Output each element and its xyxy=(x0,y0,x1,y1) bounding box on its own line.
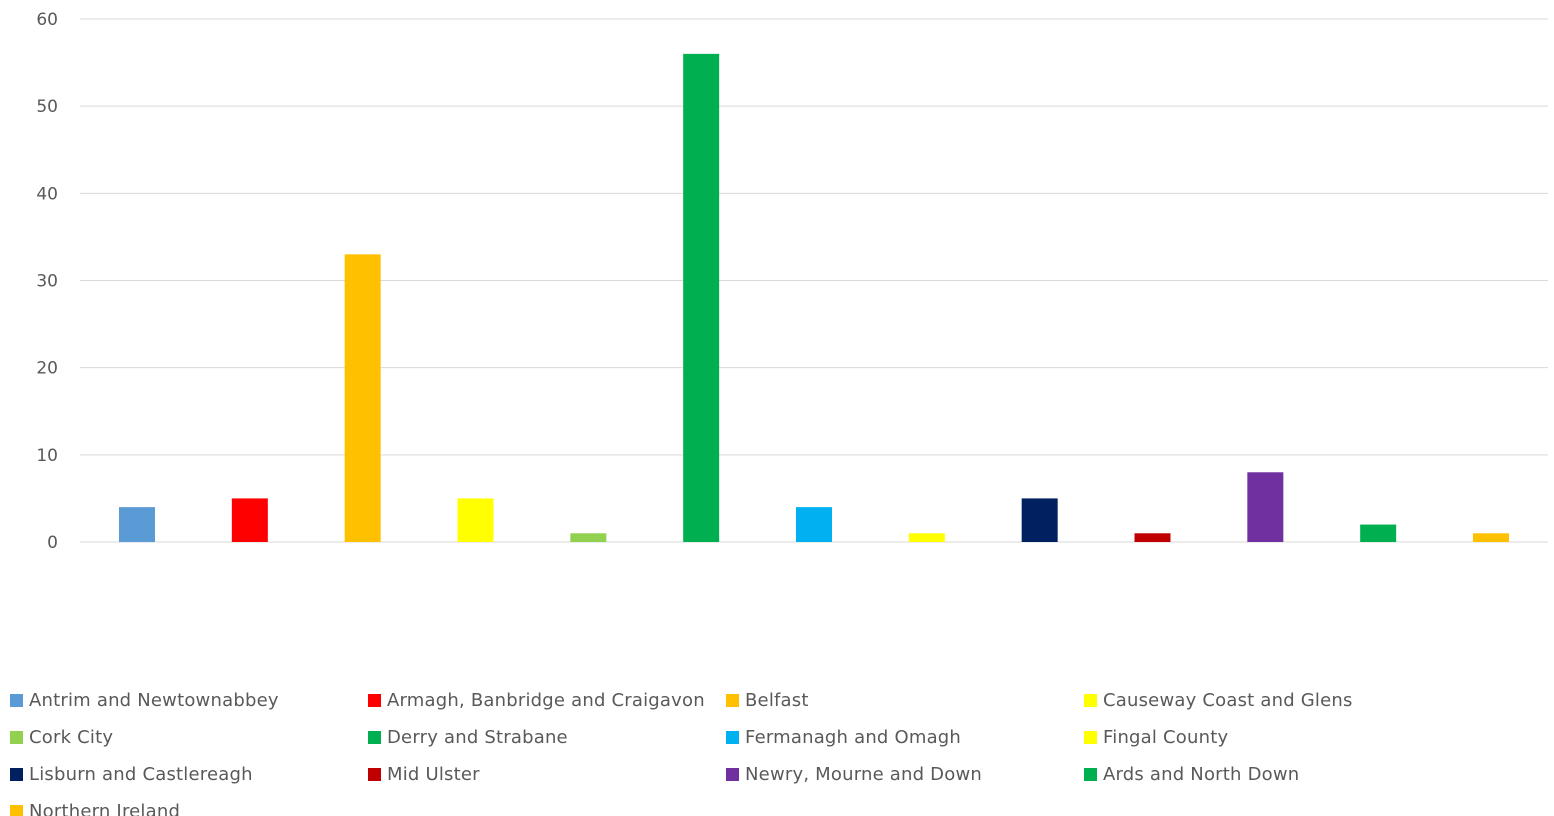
bar[interactable] xyxy=(1247,472,1284,542)
legend-label: Belfast xyxy=(745,690,809,711)
bar[interactable] xyxy=(1360,524,1397,542)
bars xyxy=(119,53,1509,542)
y-axis-ticks: 0 10 20 30 40 50 60 xyxy=(36,10,58,553)
legend-label: Armagh, Banbridge and Craigavon xyxy=(387,690,705,711)
y-tick-label: 50 xyxy=(36,97,58,117)
bar[interactable] xyxy=(457,498,494,542)
bar-chart: 0 10 20 30 40 50 60 xyxy=(36,10,1548,553)
legend-label: Ards and North Down xyxy=(1103,764,1300,785)
bar[interactable] xyxy=(231,498,268,542)
legend-label: Causeway Coast and Glens xyxy=(1103,690,1353,711)
y-tick-label: 60 xyxy=(36,10,58,30)
legend-label: Fingal County xyxy=(1103,727,1229,748)
legend-item[interactable]: Derry and Strabane xyxy=(368,719,726,756)
legend-swatch xyxy=(1084,768,1097,781)
legend-label: Cork City xyxy=(29,727,114,748)
bar[interactable] xyxy=(119,507,155,542)
gridlines xyxy=(80,18,1548,543)
legend: Antrim and Newtownabbey Armagh, Banbridge… xyxy=(10,682,1550,816)
legend-label: Newry, Mourne and Down xyxy=(745,764,982,785)
legend-item[interactable]: Causeway Coast and Glens xyxy=(1084,682,1484,719)
legend-item[interactable]: Cork City xyxy=(10,719,368,756)
legend-swatch xyxy=(1084,731,1097,744)
legend-label: Fermanagh and Omagh xyxy=(745,727,962,748)
legend-item[interactable]: Northern Ireland xyxy=(10,793,368,816)
bar[interactable] xyxy=(796,507,832,542)
legend-label: Lisburn and Castlereagh xyxy=(29,764,253,785)
legend-item[interactable]: Ards and North Down xyxy=(1084,756,1484,793)
legend-swatch xyxy=(726,731,739,744)
y-tick-label: 10 xyxy=(36,446,58,466)
bar[interactable] xyxy=(1021,498,1058,542)
legend-item[interactable]: Newry, Mourne and Down xyxy=(726,756,1084,793)
legend-swatch xyxy=(726,694,739,707)
legend-item[interactable]: Mid Ulster xyxy=(368,756,726,793)
bar[interactable] xyxy=(344,254,381,542)
legend-label: Antrim and Newtownabbey xyxy=(29,690,279,711)
legend-label: Mid Ulster xyxy=(387,764,480,785)
legend-swatch xyxy=(368,694,381,707)
y-tick-label: 30 xyxy=(36,272,58,292)
y-tick-label: 40 xyxy=(36,184,58,204)
legend-swatch xyxy=(10,694,23,707)
legend-item[interactable]: Fingal County xyxy=(1084,719,1484,756)
legend-swatch xyxy=(726,768,739,781)
legend-swatch xyxy=(368,768,381,781)
legend-label: Derry and Strabane xyxy=(387,727,568,748)
legend-item[interactable]: Belfast xyxy=(726,682,1084,719)
legend-swatch xyxy=(10,731,23,744)
bar[interactable] xyxy=(908,533,945,542)
legend-swatch xyxy=(10,805,23,816)
bar[interactable] xyxy=(570,533,607,542)
y-tick-label: 20 xyxy=(36,359,58,379)
legend-item[interactable]: Antrim and Newtownabbey xyxy=(10,682,368,719)
legend-item[interactable]: Fermanagh and Omagh xyxy=(726,719,1084,756)
legend-swatch xyxy=(10,768,23,781)
bar[interactable] xyxy=(683,53,720,542)
bar[interactable] xyxy=(1134,533,1171,542)
legend-swatch xyxy=(368,731,381,744)
y-tick-label: 0 xyxy=(47,533,58,553)
legend-swatch xyxy=(1084,694,1097,707)
legend-label: Northern Ireland xyxy=(29,801,181,816)
bar[interactable] xyxy=(1473,533,1509,542)
legend-item[interactable]: Armagh, Banbridge and Craigavon xyxy=(368,682,726,719)
legend-item[interactable]: Lisburn and Castlereagh xyxy=(10,756,368,793)
